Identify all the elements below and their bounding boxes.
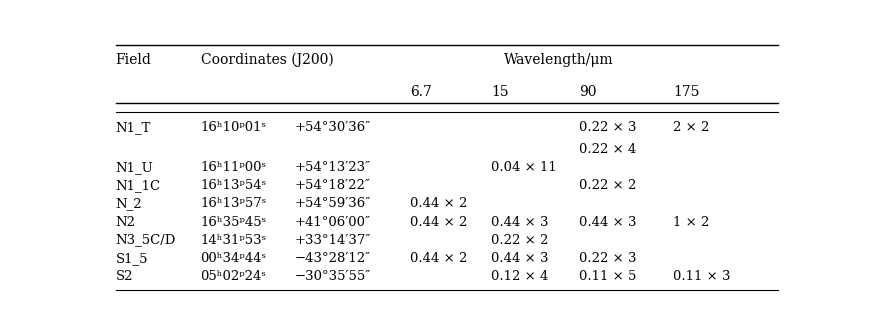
Text: 0.22 × 4: 0.22 × 4 — [579, 143, 636, 156]
Text: 0.44 × 3: 0.44 × 3 — [491, 252, 548, 265]
Text: 0.22 × 2: 0.22 × 2 — [491, 233, 548, 247]
Text: 0.44 × 3: 0.44 × 3 — [491, 215, 548, 228]
Text: 0.44 × 2: 0.44 × 2 — [410, 215, 467, 228]
Text: S1_5: S1_5 — [116, 252, 148, 265]
Text: 16ʰ35ᵖ45ˢ: 16ʰ35ᵖ45ˢ — [201, 215, 266, 228]
Text: −43°28′12″: −43°28′12″ — [295, 252, 371, 265]
Text: N1_T: N1_T — [116, 121, 151, 134]
Text: 0.22 × 3: 0.22 × 3 — [579, 252, 637, 265]
Text: Wavelength/μm: Wavelength/μm — [504, 53, 613, 67]
Text: 0.44 × 2: 0.44 × 2 — [410, 252, 467, 265]
Text: +54°13′23″: +54°13′23″ — [295, 161, 371, 175]
Text: +54°18′22″: +54°18′22″ — [295, 180, 371, 192]
Text: 16ʰ11ᵖ00ˢ: 16ʰ11ᵖ00ˢ — [201, 161, 266, 175]
Text: 0.11 × 3: 0.11 × 3 — [673, 270, 731, 283]
Text: 0.12 × 4: 0.12 × 4 — [491, 270, 548, 283]
Text: 0.22 × 2: 0.22 × 2 — [579, 180, 636, 192]
Text: 05ʰ02ᵖ24ˢ: 05ʰ02ᵖ24ˢ — [201, 270, 266, 283]
Text: +54°59′36″: +54°59′36″ — [295, 198, 371, 210]
Text: −30°35′55″: −30°35′55″ — [295, 270, 371, 283]
Text: +33°14′37″: +33°14′37″ — [295, 233, 371, 247]
Text: 0.11 × 5: 0.11 × 5 — [579, 270, 636, 283]
Text: 00ʰ34ᵖ44ˢ: 00ʰ34ᵖ44ˢ — [201, 252, 266, 265]
Text: 16ʰ13ᵖ54ˢ: 16ʰ13ᵖ54ˢ — [201, 180, 266, 192]
Text: 0.44 × 2: 0.44 × 2 — [410, 198, 467, 210]
Text: 1 × 2: 1 × 2 — [673, 215, 710, 228]
Text: 6.7: 6.7 — [410, 85, 432, 99]
Text: 0.22 × 3: 0.22 × 3 — [579, 121, 637, 134]
Text: 0.04 × 11: 0.04 × 11 — [491, 161, 556, 175]
Text: 0.44 × 3: 0.44 × 3 — [579, 215, 637, 228]
Text: 2 × 2: 2 × 2 — [673, 121, 710, 134]
Text: 14ʰ31ᵖ53ˢ: 14ʰ31ᵖ53ˢ — [201, 233, 266, 247]
Text: N3_5C/D: N3_5C/D — [116, 233, 176, 247]
Text: 16ʰ13ᵖ57ˢ: 16ʰ13ᵖ57ˢ — [201, 198, 267, 210]
Text: 90: 90 — [579, 85, 596, 99]
Text: 15: 15 — [491, 85, 508, 99]
Text: 175: 175 — [673, 85, 700, 99]
Text: +41°06′00″: +41°06′00″ — [295, 215, 371, 228]
Text: +54°30′36″: +54°30′36″ — [295, 121, 371, 134]
Text: N2: N2 — [116, 215, 136, 228]
Text: 16ʰ10ᵖ01ˢ: 16ʰ10ᵖ01ˢ — [201, 121, 266, 134]
Text: Coordinates (J200): Coordinates (J200) — [201, 52, 334, 67]
Text: N_2: N_2 — [116, 198, 142, 210]
Text: N1_U: N1_U — [116, 161, 153, 175]
Text: N1_1C: N1_1C — [116, 180, 160, 192]
Text: Field: Field — [116, 53, 152, 67]
Text: S2: S2 — [116, 270, 133, 283]
